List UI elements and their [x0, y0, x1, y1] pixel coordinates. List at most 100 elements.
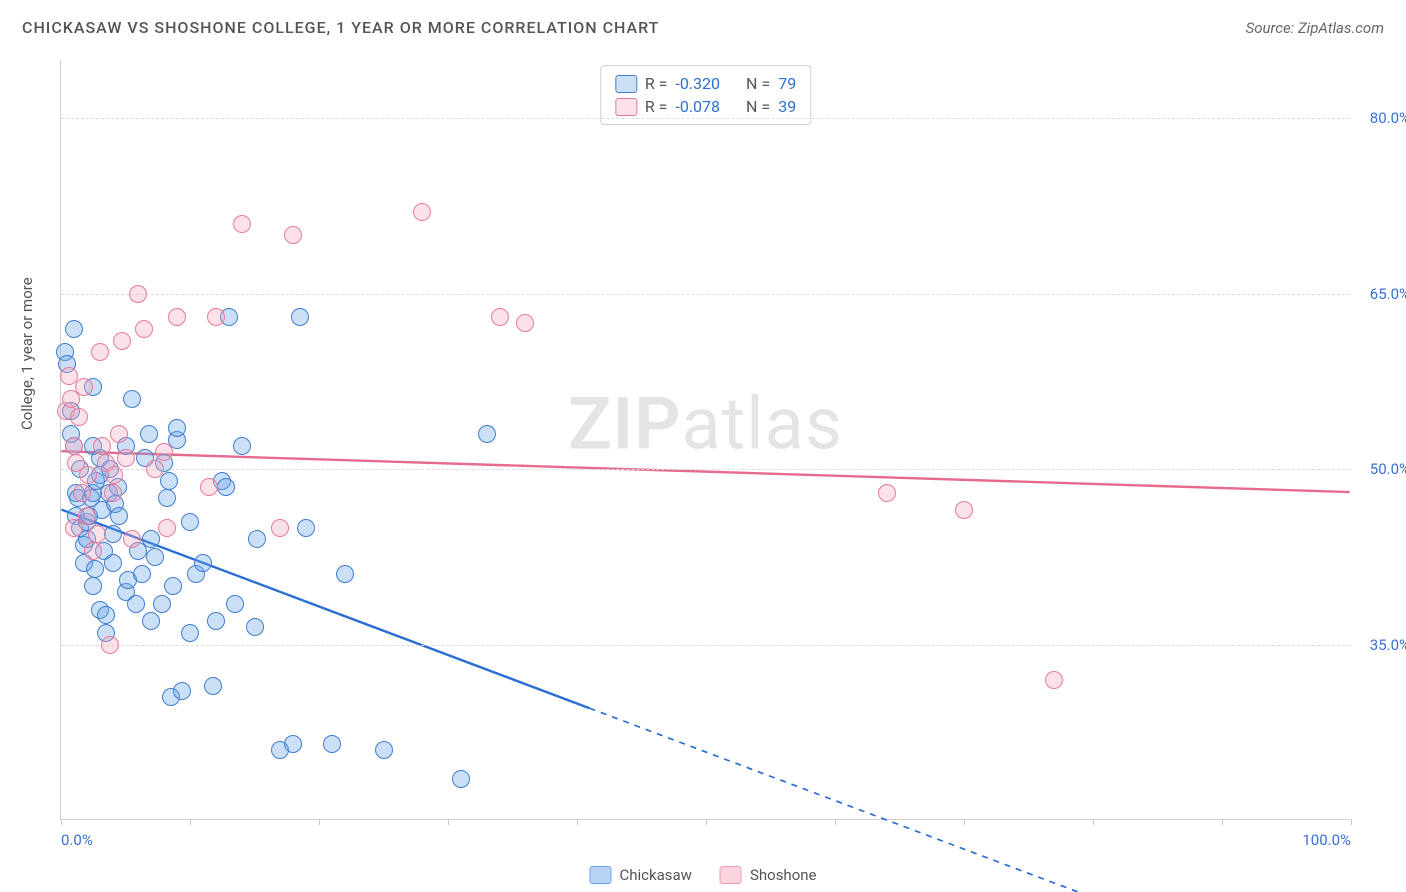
n-label: N =: [746, 97, 770, 116]
r-label: R =: [645, 74, 668, 93]
data-point: [478, 425, 496, 443]
chart-header: CHICKASAW VS SHOSHONE COLLEGE, 1 YEAR OR…: [22, 18, 1384, 37]
gridline: [61, 469, 1350, 470]
gridline: [61, 118, 1350, 119]
data-point: [336, 565, 354, 583]
data-point: [93, 437, 111, 455]
data-point: [127, 595, 145, 613]
data-point: [140, 425, 158, 443]
trend-lines: [61, 60, 1350, 819]
data-point: [181, 513, 199, 531]
legend-swatch: [615, 98, 637, 116]
data-point: [323, 735, 341, 753]
y-axis-label: College, 1 year or more: [18, 277, 36, 430]
data-point: [164, 577, 182, 595]
x-tick: [835, 819, 836, 825]
legend-label: Shoshone: [750, 866, 817, 884]
data-point: [73, 484, 91, 502]
data-point: [110, 507, 128, 525]
data-point: [129, 285, 147, 303]
data-point: [173, 682, 191, 700]
data-point: [97, 606, 115, 624]
trend-line-extrapolated: [590, 708, 1350, 892]
data-point: [204, 677, 222, 695]
gridline: [61, 645, 1350, 646]
r-value: -0.078: [675, 97, 720, 116]
data-point: [160, 472, 178, 490]
data-point: [78, 507, 96, 525]
x-tick-label: 100.0%: [1302, 831, 1351, 849]
legend-item: Shoshone: [720, 866, 817, 884]
x-tick: [319, 819, 320, 825]
data-point: [168, 308, 186, 326]
data-point: [153, 595, 171, 613]
data-point: [233, 215, 251, 233]
data-point: [452, 770, 470, 788]
legend-label: Chickasaw: [620, 866, 692, 884]
chart-title: CHICKASAW VS SHOSHONE COLLEGE, 1 YEAR OR…: [22, 18, 659, 37]
data-point: [233, 437, 251, 455]
data-point: [194, 554, 212, 572]
data-point: [142, 530, 160, 548]
data-point: [105, 466, 123, 484]
plot-area: ZIPatlas R = -0.320N = 79R = -0.078N = 3…: [60, 60, 1350, 820]
gridline: [61, 294, 1350, 295]
data-point: [65, 320, 83, 338]
data-point: [117, 449, 135, 467]
data-point: [413, 203, 431, 221]
data-point: [181, 624, 199, 642]
source-attribution: Source: ZipAtlas.com: [1246, 19, 1384, 37]
y-tick-label: 80.0%: [1355, 109, 1406, 127]
data-point: [158, 519, 176, 537]
n-value: 39: [778, 97, 796, 116]
x-tick: [706, 819, 707, 825]
data-point: [104, 484, 122, 502]
data-point: [133, 565, 151, 583]
data-point: [91, 343, 109, 361]
x-tick: [1093, 819, 1094, 825]
data-point: [84, 577, 102, 595]
data-point: [88, 525, 106, 543]
data-point: [297, 519, 315, 537]
data-point: [248, 530, 266, 548]
data-point: [146, 460, 164, 478]
data-point: [113, 332, 131, 350]
data-point: [284, 735, 302, 753]
data-point: [284, 226, 302, 244]
data-point: [207, 612, 225, 630]
data-point: [155, 443, 173, 461]
data-point: [104, 525, 122, 543]
r-label: R =: [645, 97, 668, 116]
data-point: [207, 308, 225, 326]
y-tick-label: 50.0%: [1355, 460, 1406, 478]
data-point: [84, 542, 102, 560]
data-point: [65, 437, 83, 455]
data-point: [375, 741, 393, 759]
data-point: [60, 367, 78, 385]
series-legend: Chickasaw Shoshone: [590, 866, 817, 884]
data-point: [168, 419, 186, 437]
correlation-legend: R = -0.320N = 79R = -0.078N = 39: [600, 65, 811, 125]
data-point: [110, 425, 128, 443]
data-point: [491, 308, 509, 326]
x-tick: [964, 819, 965, 825]
legend-item: Chickasaw: [590, 866, 692, 884]
data-point: [1045, 671, 1063, 689]
data-point: [955, 501, 973, 519]
data-point: [200, 478, 218, 496]
legend-swatch: [720, 866, 742, 884]
n-value: 79: [778, 74, 796, 93]
data-point: [217, 478, 235, 496]
x-tick: [577, 819, 578, 825]
data-point: [101, 636, 119, 654]
legend-row: R = -0.078 N = 39: [615, 95, 796, 118]
data-point: [104, 554, 122, 572]
y-tick-label: 35.0%: [1355, 636, 1406, 654]
data-point: [79, 466, 97, 484]
data-point: [146, 548, 164, 566]
data-point: [135, 320, 153, 338]
n-label: N =: [746, 74, 770, 93]
trend-line: [61, 451, 1349, 492]
y-tick-label: 65.0%: [1355, 285, 1406, 303]
data-point: [291, 308, 309, 326]
